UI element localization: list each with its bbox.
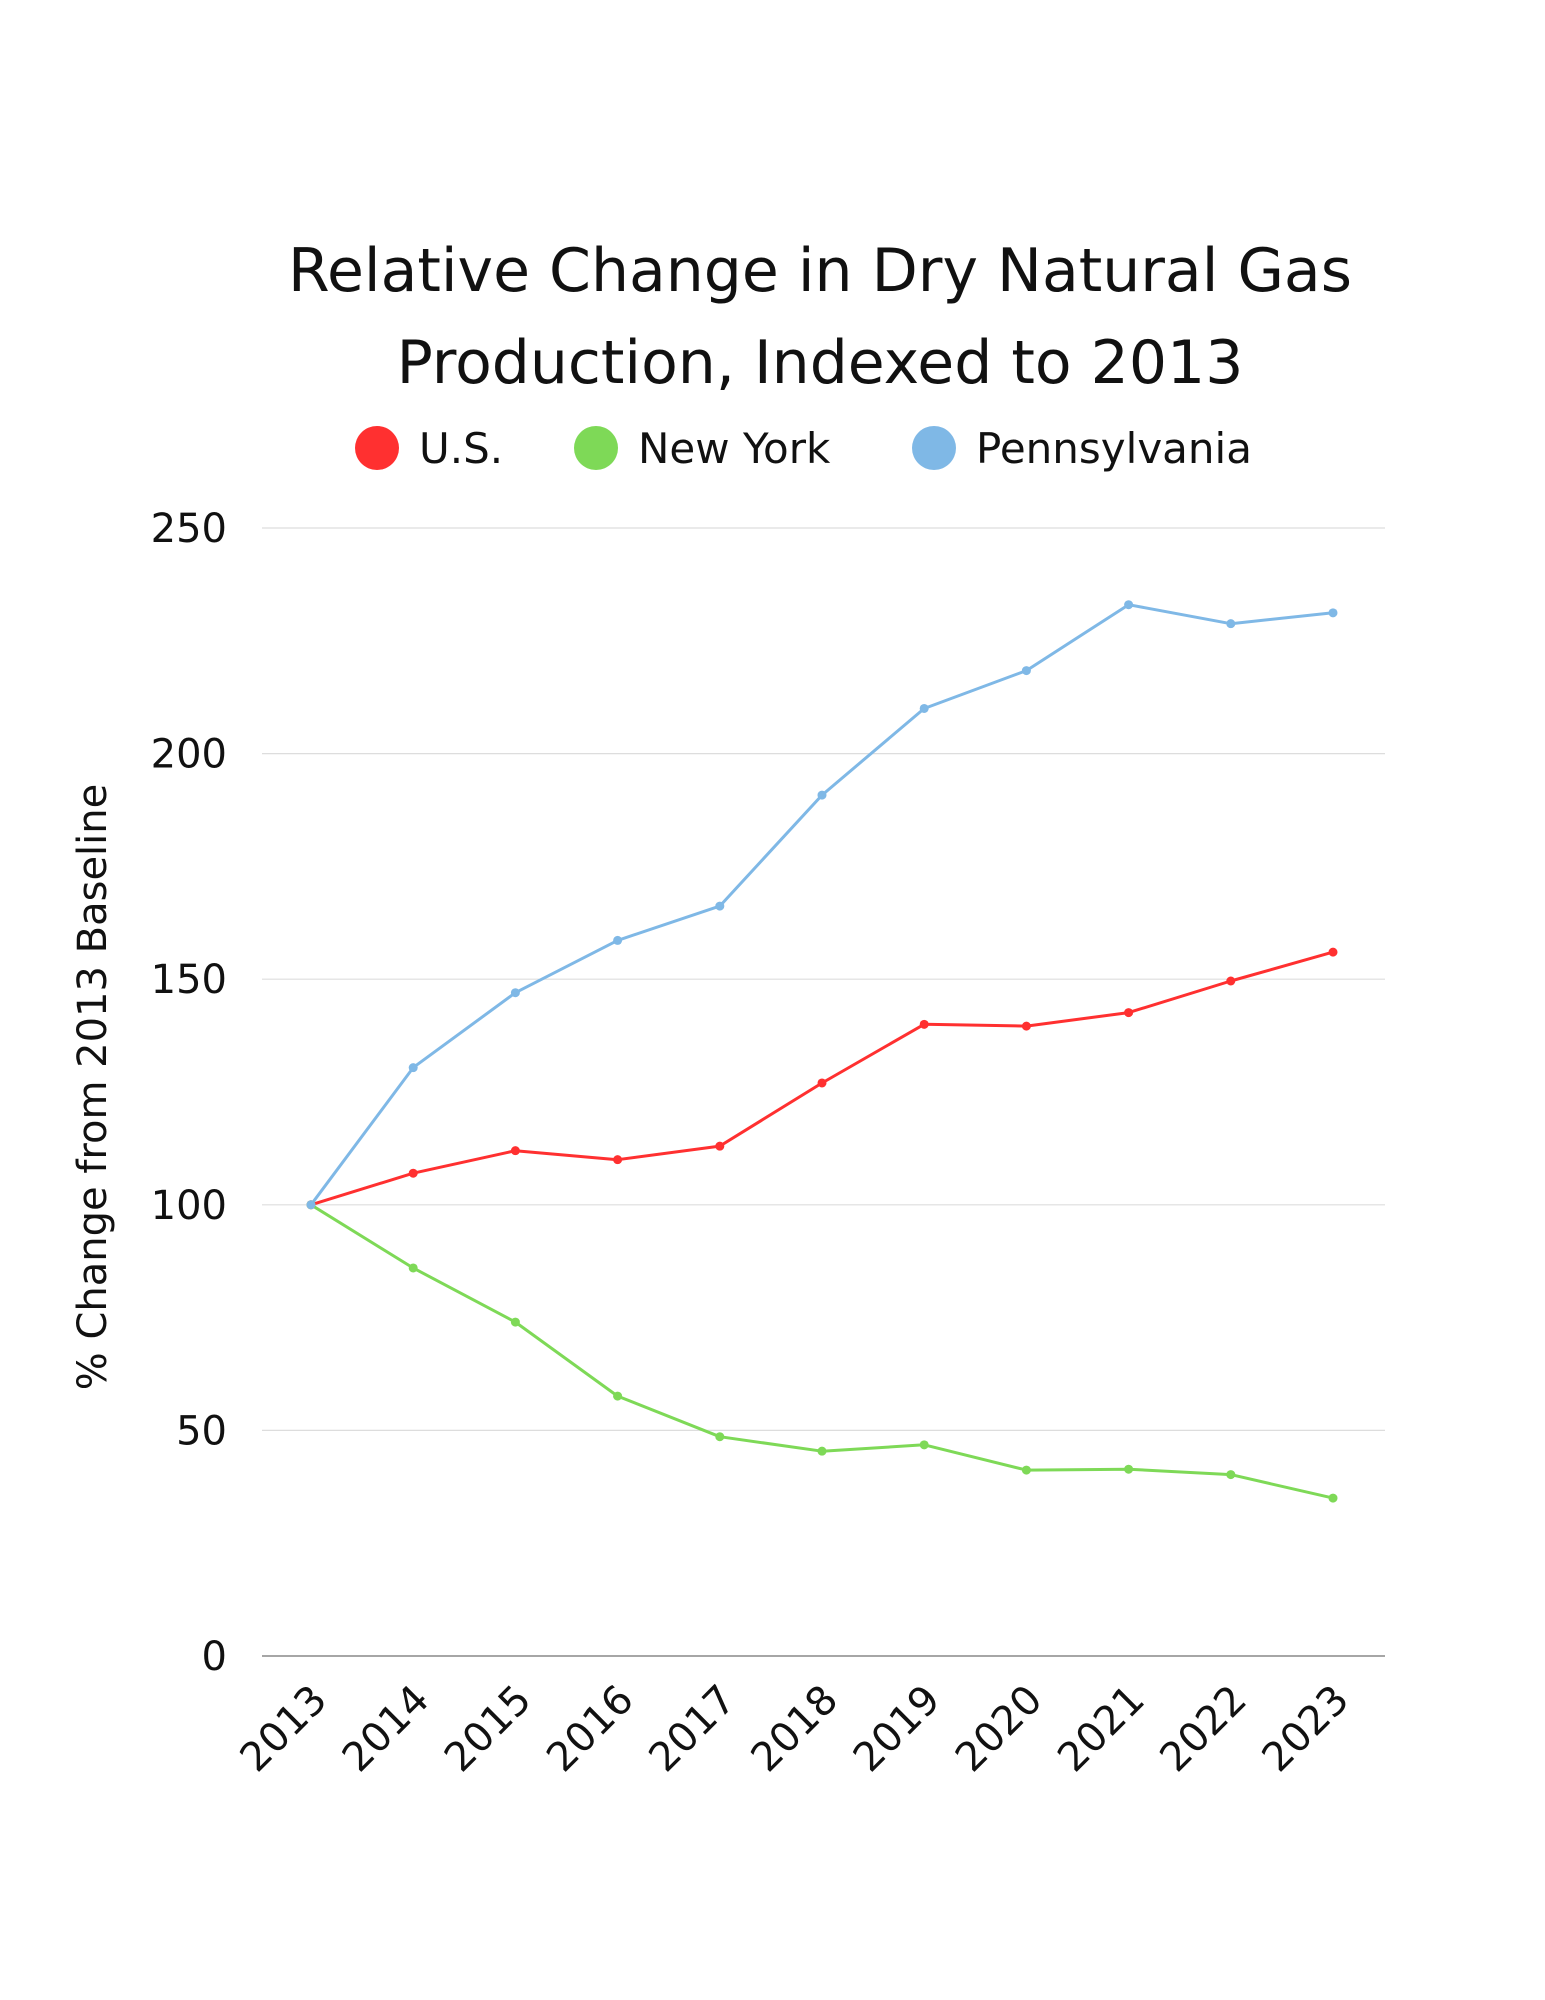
legend-marker-new-york [574,426,618,470]
data-point-u-s [1021,1021,1031,1031]
series-lines [309,603,1335,1500]
x-tick-label: 2015 [436,1677,541,1782]
data-point-pennsylvania [1124,600,1134,610]
x-tick-label: 2018 [743,1677,848,1782]
data-point-new-york [1021,1465,1031,1475]
legend: U.S. New York Pennsylvania [0,418,1545,478]
data-point-new-york [1328,1493,1338,1503]
data-point-pennsylvania [715,901,725,911]
y-tick-label: 200 [151,732,227,778]
x-tick-label: 2017 [640,1677,745,1782]
grid-lines [262,527,1385,1657]
legend-item-us[interactable]: U.S. [355,418,503,478]
legend-item-pennsylvania[interactable]: Pennsylvania [912,418,1252,478]
data-point-new-york [715,1432,725,1442]
data-point-new-york [1226,1470,1236,1480]
x-tick-label: 2020 [947,1677,1052,1782]
data-point-new-york [1124,1464,1134,1474]
data-point-u-s [408,1168,418,1178]
y-tick-label: 150 [151,957,227,1003]
legend-label-new-york: New York [638,423,831,473]
data-point-pennsylvania [1328,608,1338,618]
series-points [306,600,1338,1503]
legend-label-pennsylvania: Pennsylvania [976,423,1252,473]
x-axis-ticks: 2013201420152016201720182019202020212022… [232,1677,1359,1782]
y-tick-label: 250 [151,506,227,552]
x-tick-label: 2022 [1151,1677,1256,1782]
y-tick-label: 0 [202,1634,227,1680]
data-point-pennsylvania [510,988,520,998]
legend-marker-pennsylvania [912,426,956,470]
y-tick-label: 100 [151,1183,227,1229]
chart-title-line-2: Production, Indexed to 2013 [396,328,1244,399]
data-point-new-york [510,1317,520,1327]
data-point-new-york [817,1446,827,1456]
legend-marker-us [355,426,399,470]
data-point-u-s [1328,947,1338,957]
chart-title-line-1: Relative Change in Dry Natural Gas [288,236,1352,307]
data-point-u-s [510,1146,520,1156]
data-point-pennsylvania [919,703,929,713]
data-point-pennsylvania [613,935,623,945]
data-point-pennsylvania [1226,619,1236,629]
x-tick-label: 2021 [1049,1677,1154,1782]
series-line-pennsylvania [309,603,1335,1207]
data-point-pennsylvania [306,1200,316,1210]
data-point-u-s [715,1141,725,1151]
series-line-u-s [309,950,1335,1207]
legend-label-us: U.S. [419,423,504,473]
y-axis-label: % Change from 2013 Baseline [70,784,116,1390]
x-tick-label: 2016 [538,1677,643,1782]
legend-item-new-york[interactable]: New York [574,418,830,478]
data-point-pennsylvania [1021,666,1031,676]
data-point-pennsylvania [408,1063,418,1073]
data-point-new-york [613,1391,623,1401]
x-tick-label: 2014 [334,1677,439,1782]
x-tick-label: 2023 [1254,1677,1359,1782]
y-axis-ticks: 0 50 100 150 200 250 [151,506,227,1680]
x-tick-label: 2013 [232,1677,337,1782]
data-point-u-s [817,1078,827,1088]
y-tick-label: 50 [176,1408,227,1454]
chart-title: Relative Change in Dry Natural Gas Produ… [0,225,1545,409]
data-point-u-s [919,1019,929,1029]
data-point-u-s [1226,976,1236,986]
data-point-pennsylvania [817,790,827,800]
x-tick-label: 2019 [845,1677,950,1782]
data-point-new-york [408,1263,418,1273]
data-point-u-s [613,1155,623,1165]
data-point-new-york [919,1440,929,1450]
data-point-u-s [1124,1008,1134,1018]
